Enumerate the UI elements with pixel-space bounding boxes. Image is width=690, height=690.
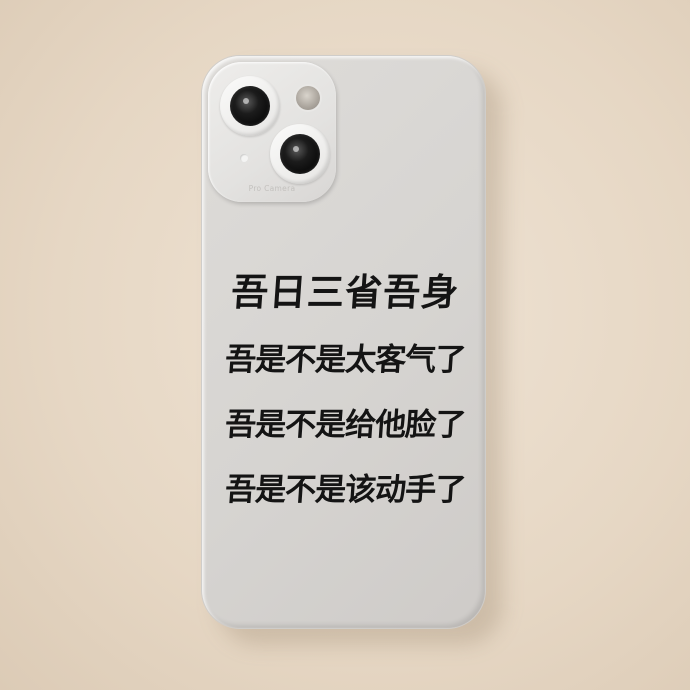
lens-glint [243, 98, 249, 104]
camera-lens-top [230, 86, 270, 126]
microphone-hole [240, 154, 248, 162]
camera-label: Pro Camera [248, 184, 296, 193]
case-printed-text: 吾日三省吾身 吾是不是太客气了 吾是不是给他脸了 吾是不是该动手了 [208, 262, 483, 529]
case-text-line: 吾是不是太客气了 [223, 342, 467, 378]
camera-flash [296, 86, 320, 110]
lens-glint [293, 146, 299, 152]
case-text-line: 吾日三省吾身 [229, 271, 461, 314]
camera-lens-bottom [280, 134, 320, 174]
case-text-line: 吾是不是该动手了 [223, 472, 467, 508]
case-text-line: 吾是不是给他脸了 [223, 407, 467, 443]
